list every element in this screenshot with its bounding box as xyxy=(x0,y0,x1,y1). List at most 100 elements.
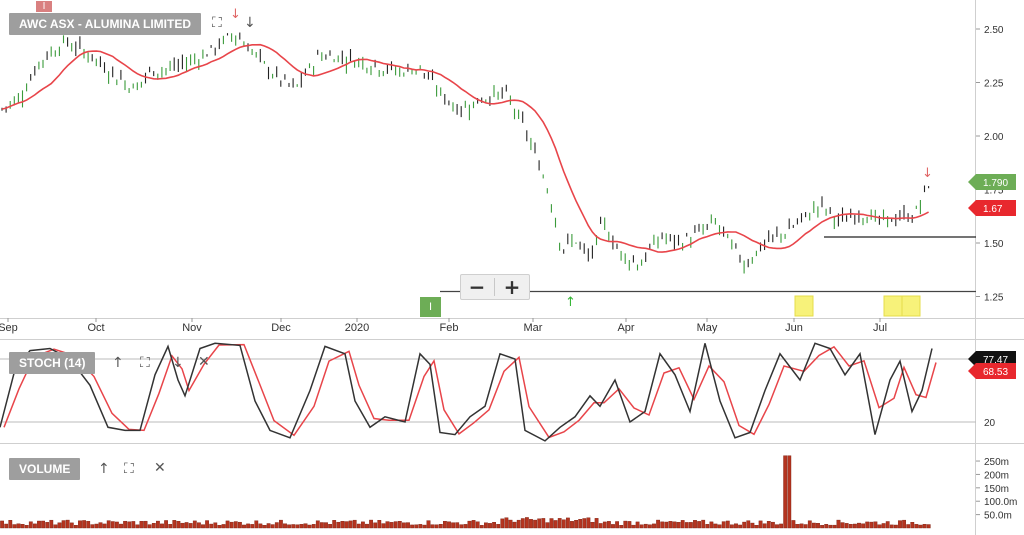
volume-bar xyxy=(561,519,566,529)
volume-bar xyxy=(123,520,128,529)
volume-bar xyxy=(385,521,390,529)
volume-bar xyxy=(279,519,283,529)
volume-bar xyxy=(475,521,480,529)
close-icon[interactable]: ✕ xyxy=(154,460,166,476)
axes: 2.50 2.25 2.00 1.75 1.50 1.25 1.790 1.67 Sep Oct N… xyxy=(0,25,1017,522)
volume-bar xyxy=(545,522,550,529)
volume-bar xyxy=(586,517,591,529)
volume-bar xyxy=(627,521,632,529)
volume-bar xyxy=(566,517,570,529)
volume-bar xyxy=(717,524,722,529)
volume-bar xyxy=(762,523,767,529)
volume-bar xyxy=(410,524,414,529)
volume-bar xyxy=(504,517,509,529)
volume-bar xyxy=(807,520,812,529)
volume-bar xyxy=(250,524,255,529)
volume-pane[interactable] xyxy=(0,455,931,529)
volume-bar xyxy=(361,521,365,529)
volume-bar xyxy=(262,525,267,529)
volume-bar xyxy=(164,520,168,529)
indicator-badge[interactable]: I xyxy=(36,1,52,12)
volume-bar xyxy=(402,522,406,529)
volume-bar xyxy=(672,521,677,529)
volume-bar xyxy=(492,522,496,529)
volume-bar xyxy=(537,518,542,529)
volume-bar xyxy=(754,524,759,529)
volume-bar xyxy=(869,521,874,529)
volume-bar xyxy=(393,521,398,529)
volume-bar xyxy=(344,521,349,529)
volume-bar xyxy=(373,522,378,529)
volume-bar xyxy=(828,524,833,529)
move-up-icon[interactable]: ↑ xyxy=(98,461,110,477)
volume-bar xyxy=(406,522,410,529)
volume-bar xyxy=(451,522,455,529)
x-axis-label: Mar xyxy=(524,322,543,334)
arrow-down-icon[interactable]: ↓ xyxy=(244,15,256,31)
volume-bar xyxy=(799,523,804,529)
volume-bar xyxy=(635,521,640,529)
volume-bar xyxy=(832,524,837,529)
volume-bar xyxy=(615,521,620,529)
volume-bar xyxy=(455,522,460,529)
volume-bar xyxy=(143,520,148,529)
move-up-icon[interactable]: ↑ xyxy=(112,355,124,371)
volume-bar xyxy=(381,523,386,529)
expand-icon[interactable]: ⛶ xyxy=(124,461,134,477)
volume-bar xyxy=(557,518,562,529)
volume-bar xyxy=(730,524,734,529)
volume-bar xyxy=(94,523,99,529)
volume-bar xyxy=(766,521,771,529)
volume-bar xyxy=(787,455,792,529)
volume-bar xyxy=(693,520,697,529)
volume-bar xyxy=(533,519,538,529)
volume-bar xyxy=(426,520,431,529)
volume-bar xyxy=(16,523,21,529)
expand-icon[interactable]: ⛶ xyxy=(140,355,150,371)
volume-bar xyxy=(611,524,615,529)
volume-bar xyxy=(697,521,702,529)
close-icon[interactable]: ✕ xyxy=(198,354,210,370)
volume-bar xyxy=(135,524,140,529)
volume-bar xyxy=(258,523,263,529)
volume-bar xyxy=(541,518,546,529)
stoch-pane-title[interactable]: STOCH (14) xyxy=(9,352,96,374)
volume-bar xyxy=(418,524,423,529)
price-pane-title[interactable]: AWC ASX - ALUMINA LIMITED xyxy=(9,13,201,35)
arrow-down-icon[interactable]: ↓ xyxy=(172,355,184,371)
volume-bar xyxy=(488,523,492,529)
price-pane[interactable]: ↑↓ xyxy=(1,32,976,317)
zoom-controls: − + xyxy=(460,274,530,300)
zoom-out-button[interactable]: − xyxy=(468,275,486,299)
volume-bar xyxy=(676,522,681,529)
volume-bar xyxy=(328,524,332,529)
volume-bar xyxy=(209,523,214,529)
x-axis-label: Feb xyxy=(440,322,459,334)
last-price-tag: 1.790 xyxy=(983,178,1008,189)
x-axis-label: Jun xyxy=(785,322,803,334)
volume-bar xyxy=(459,524,464,529)
volume-tick-label: 250m xyxy=(984,457,1009,468)
volume-bar xyxy=(229,521,234,529)
event-badge[interactable]: I xyxy=(420,297,441,317)
expand-icon[interactable]: ⛶ xyxy=(212,15,222,31)
volume-bar xyxy=(24,525,29,529)
volume-bar xyxy=(188,523,193,529)
volume-bar xyxy=(508,519,513,529)
volume-bar xyxy=(898,520,902,529)
zoom-in-button[interactable]: + xyxy=(503,275,521,299)
volume-bar xyxy=(816,523,820,529)
volume-bar xyxy=(463,524,468,529)
stoch-pane[interactable] xyxy=(0,342,976,442)
volume-bar xyxy=(397,521,402,529)
volume-bar xyxy=(139,520,144,529)
volume-bar xyxy=(680,520,685,529)
volume-bar xyxy=(471,520,476,529)
volume-bar xyxy=(365,523,369,529)
volume-bar xyxy=(291,524,296,529)
volume-bar xyxy=(180,522,185,529)
volume-bar xyxy=(324,522,328,529)
volume-pane-title[interactable]: VOLUME xyxy=(9,458,81,480)
